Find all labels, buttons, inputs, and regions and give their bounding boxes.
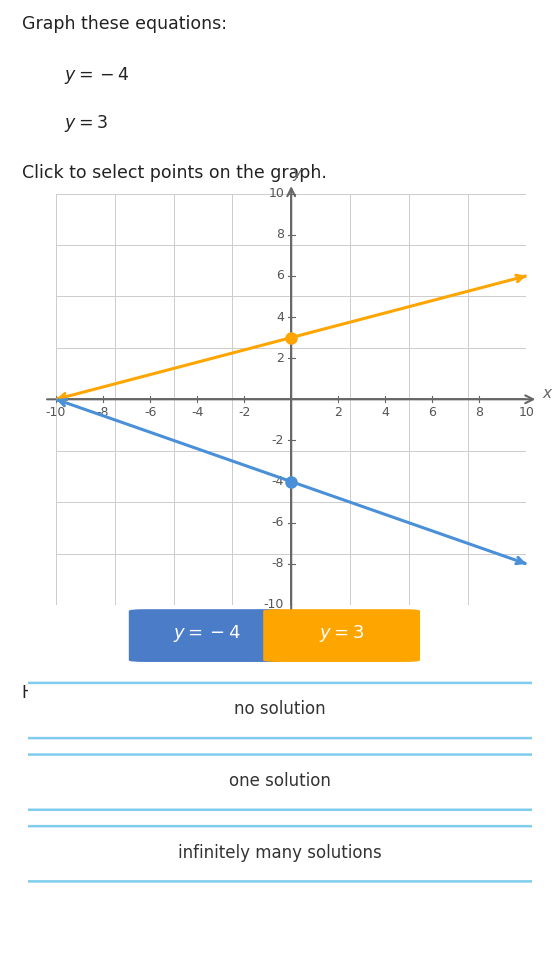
Text: -10: -10 (264, 598, 284, 612)
Text: 8: 8 (475, 407, 483, 419)
Text: -6: -6 (144, 407, 156, 419)
Text: 8: 8 (276, 228, 284, 241)
Text: y: y (292, 166, 302, 181)
Text: 2: 2 (334, 407, 342, 419)
Text: Click to select points on the graph.: Click to select points on the graph. (22, 165, 327, 182)
Text: $y = -4$: $y = -4$ (174, 623, 241, 645)
Text: -4: -4 (272, 475, 284, 488)
Text: -10: -10 (46, 407, 66, 419)
Text: 6: 6 (428, 407, 436, 419)
Text: $y = 3$: $y = 3$ (319, 623, 364, 645)
Text: 4: 4 (381, 407, 389, 419)
Text: 6: 6 (276, 269, 284, 283)
Text: infinitely many solutions: infinitely many solutions (178, 843, 382, 862)
Text: -2: -2 (238, 407, 250, 419)
Text: $y = -4$: $y = -4$ (64, 65, 129, 86)
Text: 10: 10 (519, 407, 534, 419)
Text: 4: 4 (276, 311, 284, 323)
FancyBboxPatch shape (263, 609, 420, 662)
Text: no solution: no solution (234, 700, 326, 718)
FancyBboxPatch shape (20, 826, 540, 882)
Text: x: x (543, 385, 552, 401)
Text: Graph these equations:: Graph these equations: (22, 15, 227, 33)
Text: -8: -8 (272, 558, 284, 570)
Text: 10: 10 (268, 187, 284, 200)
Text: -8: -8 (97, 407, 109, 419)
FancyBboxPatch shape (20, 754, 540, 810)
Text: -4: -4 (191, 407, 203, 419)
Text: $y = 3$: $y = 3$ (64, 112, 108, 134)
FancyBboxPatch shape (20, 682, 540, 739)
Text: -6: -6 (272, 516, 284, 529)
Text: -2: -2 (272, 434, 284, 447)
Text: 2: 2 (276, 351, 284, 365)
Text: How many solutions does the system of equations have?: How many solutions does the system of eq… (22, 684, 497, 702)
Text: one solution: one solution (229, 771, 331, 790)
FancyBboxPatch shape (129, 609, 286, 662)
